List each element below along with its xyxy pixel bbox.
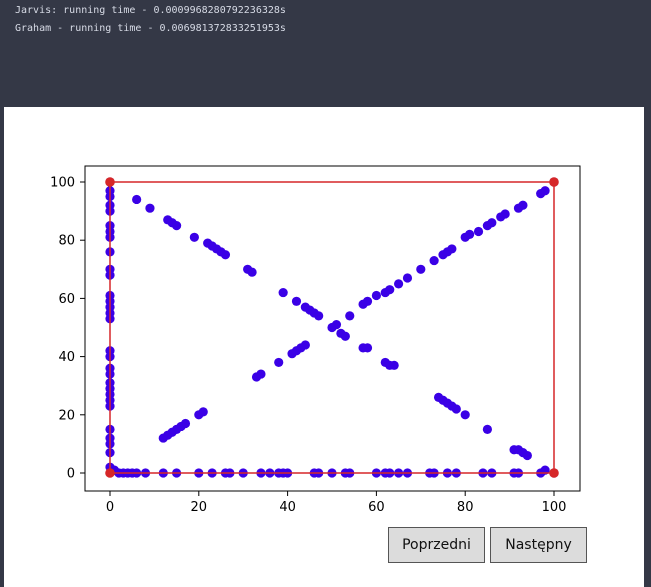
y-tick-label: 0 [67,467,75,482]
y-tick-label: 40 [58,350,75,365]
data-point [482,221,492,231]
y-tick-label: 60 [58,292,75,307]
data-point [314,311,324,321]
data-point [473,226,484,237]
next-button[interactable]: Następny [490,527,587,563]
data-point [362,343,373,353]
data-point [340,331,350,341]
data-point [220,250,231,260]
y-tick-label: 20 [58,408,75,423]
data-point [278,287,288,298]
hull-vertex [549,177,559,187]
axis-ticks: 0 20 40 60 80 100 0 20 40 60 80 100 [50,176,566,516]
x-tick-label: 100 [542,500,567,515]
previous-button[interactable]: Poprzedni [388,527,485,563]
data-point [522,450,532,461]
data-point [247,267,257,277]
x-tick-label: 20 [191,500,208,515]
data-point [189,232,199,242]
data-point [172,221,182,231]
data-point [389,360,399,370]
data-point [438,250,448,260]
data-point [145,203,155,213]
console-line-jarvis: Jarvis: running time - 0.000996828079223… [15,5,286,16]
data-point [251,372,262,382]
data-point [416,264,426,274]
data-point [287,349,297,359]
data-point [460,232,470,242]
data-point [274,357,284,368]
hull-vertices [105,177,559,478]
y-tick-label: 80 [58,234,75,249]
console-output: Jarvis: running time - 0.000996828079223… [0,0,651,107]
data-point [482,424,492,434]
data-point [371,290,381,301]
x-tick-label: 40 [279,500,296,515]
data-point [380,287,390,298]
x-tick-label: 80 [457,500,474,515]
data-point [429,255,439,266]
data-point [460,410,470,420]
data-point [536,189,546,199]
data-point [158,433,168,443]
console-line-graham: Graham - running time - 0.00698137283325… [15,23,286,34]
hull-vertex [105,468,115,478]
point-cloud [105,177,559,478]
data-point [327,322,337,333]
data-point [394,279,404,289]
plot-area-frame [84,165,581,492]
hull-vertex [549,468,559,478]
data-point [291,296,302,306]
x-tick-label: 60 [368,500,385,515]
hull-vertex [105,177,115,187]
data-point [402,273,413,283]
y-tick-label: 100 [50,176,75,191]
x-tick-label: 0 [106,500,114,515]
data-point [358,299,368,309]
data-point [496,212,506,222]
data-point [451,404,461,414]
data-point [345,311,355,321]
data-point [194,410,204,420]
data-point [132,194,142,205]
data-point [513,203,524,213]
